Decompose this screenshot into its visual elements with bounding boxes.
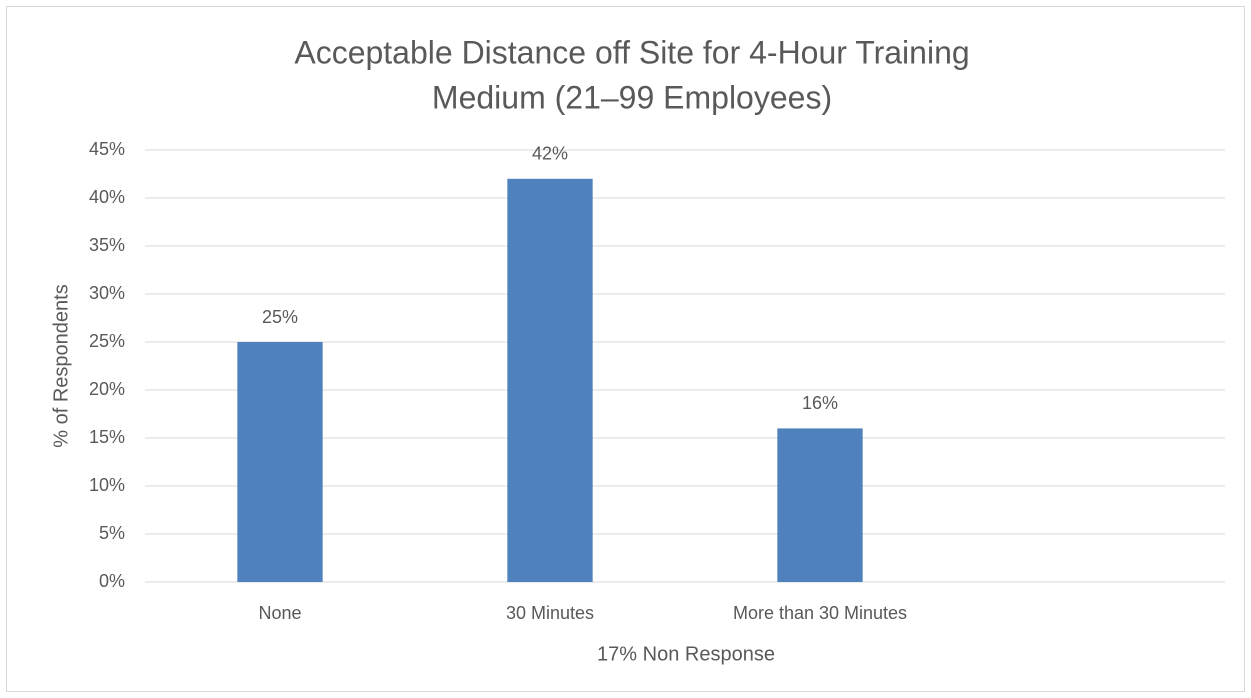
x-tick-label: 30 Minutes — [506, 603, 594, 623]
y-tick-label: 15% — [89, 427, 125, 447]
y-tick-label: 10% — [89, 475, 125, 495]
y-tick-label: 25% — [89, 331, 125, 351]
y-tick-label: 30% — [89, 283, 125, 303]
data-label: 25% — [262, 307, 298, 327]
x-tick-label: None — [258, 603, 301, 623]
x-axis-title: 17% Non Response — [597, 643, 775, 665]
data-label: 16% — [802, 393, 838, 413]
bar — [237, 342, 323, 582]
y-tick-label: 0% — [99, 571, 125, 591]
bar — [777, 428, 863, 582]
data-label: 42% — [532, 144, 568, 164]
y-tick-label: 5% — [99, 523, 125, 543]
y-axis-title: % of Respondents — [50, 284, 72, 447]
chart-border — [6, 6, 1245, 692]
chart-title: Acceptable Distance off Site for 4-Hour … — [294, 34, 969, 70]
y-tick-label: 35% — [89, 235, 125, 255]
y-tick-label: 40% — [89, 187, 125, 207]
x-tick-label: More than 30 Minutes — [733, 603, 907, 623]
y-tick-label: 20% — [89, 379, 125, 399]
y-tick-label: 45% — [89, 139, 125, 159]
bar — [507, 178, 593, 583]
chart-title: Medium (21–99 Employees) — [432, 79, 832, 115]
